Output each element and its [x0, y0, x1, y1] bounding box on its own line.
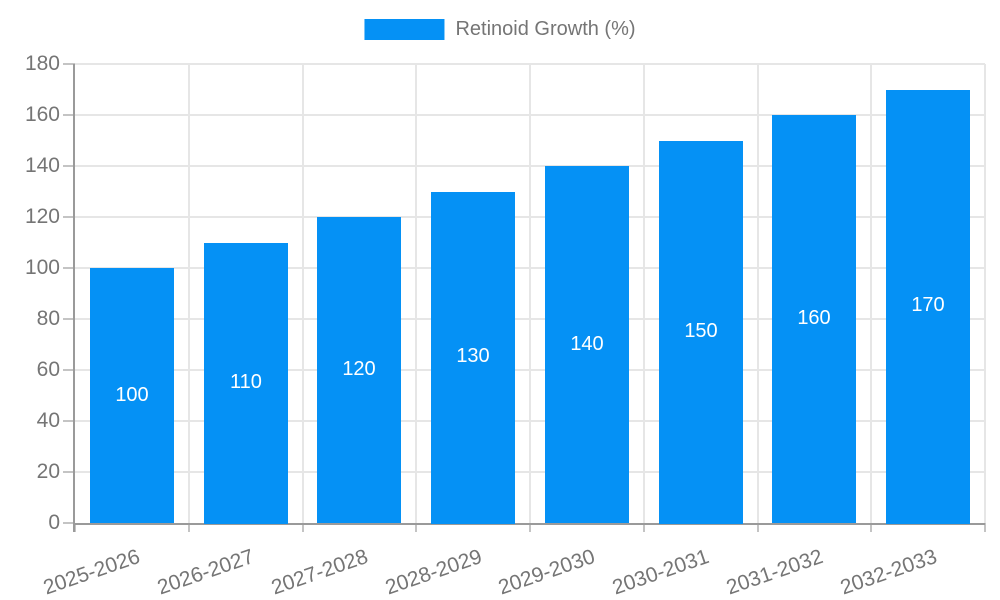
y-tick-label: 180 — [24, 52, 60, 75]
v-gridline — [529, 64, 531, 523]
x-tick — [757, 523, 759, 532]
y-tick — [63, 318, 75, 320]
bar — [772, 115, 856, 523]
bar — [545, 166, 629, 523]
y-tick — [63, 165, 75, 167]
bar — [659, 141, 743, 524]
y-tick — [63, 471, 75, 473]
x-axis-line — [73, 523, 985, 525]
v-gridline — [984, 64, 986, 523]
bar-value-label: 140 — [570, 333, 604, 355]
bar — [90, 268, 174, 523]
x-tick-label: 2028-2029 — [382, 545, 485, 600]
bar-value-label: 160 — [797, 307, 831, 329]
y-tick-label: 40 — [36, 409, 60, 432]
x-tick — [529, 523, 531, 532]
x-tick-label: 2029-2030 — [495, 545, 599, 600]
y-tick-label: 160 — [24, 103, 60, 126]
y-tick-label: 80 — [36, 307, 60, 330]
x-tick — [74, 523, 76, 532]
x-tick — [870, 523, 872, 532]
bar-value-label: 150 — [684, 320, 718, 342]
x-tick-label: 2026-2027 — [154, 545, 258, 600]
v-gridline — [302, 64, 304, 523]
x-tick — [984, 523, 986, 532]
v-gridline — [415, 64, 417, 523]
y-tick-label: 100 — [24, 256, 60, 279]
y-tick-label: 120 — [24, 205, 60, 228]
x-tick-label: 2025-2026 — [40, 545, 144, 600]
v-gridline — [757, 64, 759, 523]
bar — [886, 90, 970, 524]
y-tick — [63, 420, 75, 422]
bar-value-label: 130 — [456, 345, 490, 367]
bar-value-label: 110 — [230, 371, 262, 393]
legend: Retinoid Growth (%) — [364, 18, 636, 41]
x-tick-label: 2027-2028 — [268, 545, 371, 600]
y-tick-label: 140 — [24, 154, 60, 177]
v-gridline — [870, 64, 872, 523]
y-tick — [63, 267, 75, 269]
x-tick — [188, 523, 190, 532]
y-tick — [63, 522, 75, 524]
x-tick — [643, 523, 645, 532]
y-tick — [63, 216, 75, 218]
legend-swatch — [364, 19, 445, 40]
y-tick-label: 20 — [36, 460, 60, 483]
y-tick — [63, 63, 75, 65]
bar-value-label: 170 — [911, 294, 945, 316]
x-tick — [302, 523, 304, 532]
y-axis-line — [73, 64, 75, 532]
y-tick — [63, 114, 75, 116]
x-tick-label: 2031-2032 — [723, 545, 826, 600]
x-tick-label: 2032-2033 — [837, 545, 940, 600]
bar-value-label: 100 — [115, 384, 149, 406]
bar — [204, 243, 288, 524]
bar — [317, 217, 401, 523]
y-tick — [63, 369, 75, 371]
y-tick-label: 0 — [48, 511, 60, 534]
v-gridline — [188, 64, 190, 523]
legend-label: Retinoid Growth (%) — [455, 18, 636, 40]
y-tick-label: 60 — [36, 358, 60, 381]
bar — [431, 192, 515, 524]
x-tick — [415, 523, 417, 532]
v-gridline — [643, 64, 645, 523]
x-tick-label: 2030-2031 — [609, 545, 713, 600]
bar-value-label: 120 — [342, 358, 376, 380]
